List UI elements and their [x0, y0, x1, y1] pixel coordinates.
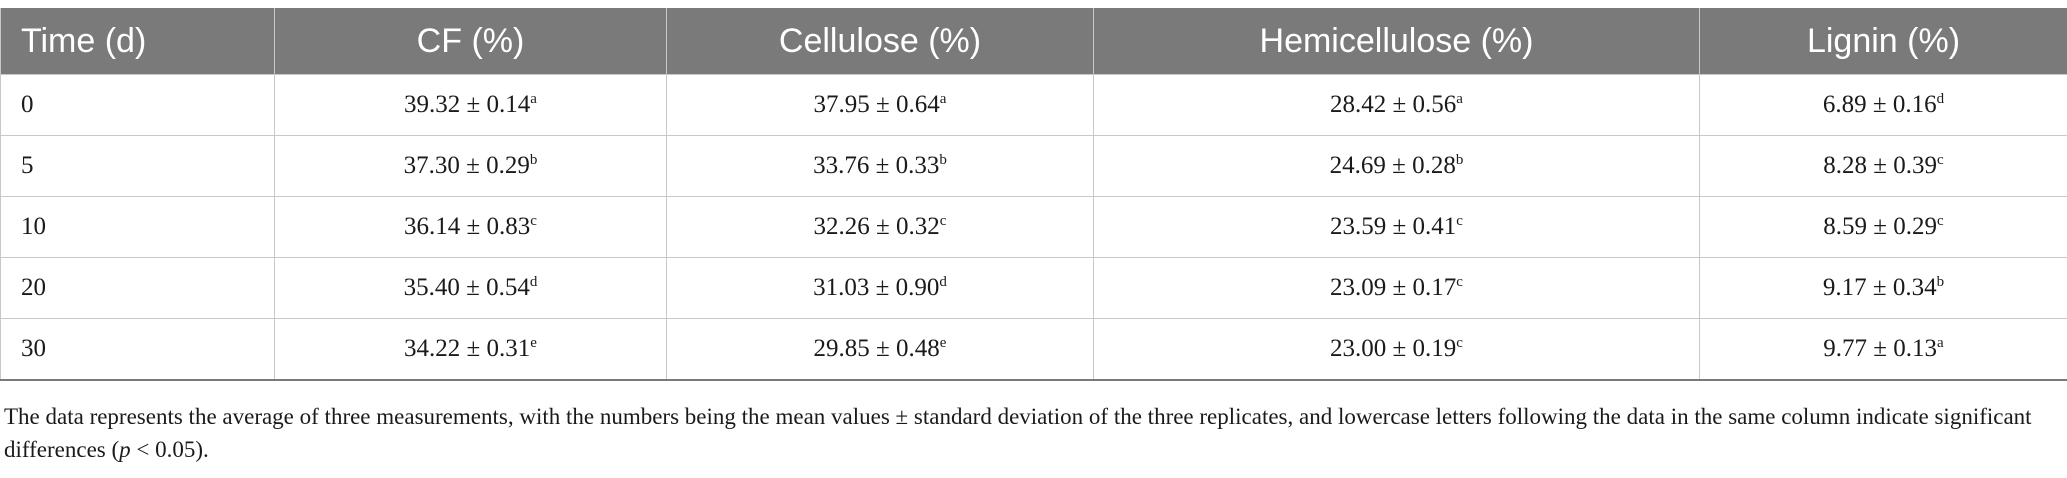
cell-value: 9.17 ± 0.34: [1822, 274, 1937, 301]
lignin-cell: 8.28 ± 0.39c: [1699, 135, 2067, 197]
significance-letter: b: [1455, 152, 1464, 168]
table-row: 5 37.30 ± 0.29b 33.76 ± 0.33b 24.69 ± 0.…: [0, 135, 2067, 197]
time-cell: 5: [0, 135, 275, 197]
footnote-text-end: < 0.05).: [130, 437, 209, 462]
cell-value: 33.76 ± 0.33: [813, 152, 940, 179]
header-time: Time (d): [0, 8, 275, 75]
cell-value: 36.14 ± 0.83: [404, 213, 531, 240]
footnote-p-symbol: p: [119, 437, 131, 462]
cf-cell: 39.32 ± 0.14a: [274, 74, 667, 136]
header-hemicellulose: Hemicellulose (%): [1093, 8, 1700, 75]
table-footnote: The data represents the average of three…: [4, 400, 2054, 466]
time-cell: 30: [0, 318, 275, 381]
significance-letter: d: [1936, 91, 1945, 107]
significance-letter: b: [1936, 274, 1945, 290]
cell-value: 8.59 ± 0.29: [1823, 213, 1938, 240]
hemicellulose-cell: 28.42 ± 0.56a: [1093, 74, 1700, 136]
lignin-cell: 9.17 ± 0.34b: [1699, 257, 2067, 319]
significance-letter: c: [1937, 152, 1944, 168]
table-row: 20 35.40 ± 0.54d 31.03 ± 0.90d 23.09 ± 0…: [0, 257, 2067, 319]
significance-letter: d: [939, 274, 947, 290]
cell-value: 23.59 ± 0.41: [1330, 213, 1457, 240]
cell-value: 31.03 ± 0.90: [813, 274, 940, 301]
cellulose-cell: 32.26 ± 0.32c: [666, 196, 1094, 258]
footnote-text: The data represents the average of three…: [4, 404, 2032, 462]
cell-value: 24.69 ± 0.28: [1329, 152, 1456, 179]
significance-letter: c: [939, 213, 947, 229]
significance-letter: a: [1937, 335, 1944, 351]
significance-letter: c: [1456, 213, 1463, 229]
cf-cell: 37.30 ± 0.29b: [274, 135, 667, 197]
significance-letter: e: [939, 335, 947, 351]
significance-letter: b: [529, 152, 538, 168]
header-row: Time (d) CF (%) Cellulose (%) Hemicellul…: [0, 8, 2067, 75]
cellulose-cell: 37.95 ± 0.64a: [666, 74, 1094, 136]
header-lignin: Lignin (%): [1699, 8, 2067, 75]
cf-cell: 36.14 ± 0.83c: [274, 196, 667, 258]
cell-value: 28.42 ± 0.56: [1330, 91, 1457, 118]
hemicellulose-cell: 23.00 ± 0.19c: [1093, 318, 1700, 381]
significance-letter: c: [1456, 274, 1463, 290]
table-row: 10 36.14 ± 0.83c 32.26 ± 0.32c 23.59 ± 0…: [0, 196, 2067, 258]
significance-letter: c: [1937, 213, 1944, 229]
cell-value: 34.22 ± 0.31: [404, 335, 531, 362]
header-cellulose: Cellulose (%): [666, 8, 1094, 75]
cell-value: 6.89 ± 0.16: [1822, 91, 1937, 118]
significance-letter: c: [1456, 335, 1463, 351]
cell-value: 35.40 ± 0.54: [403, 274, 530, 301]
significance-letter: e: [530, 335, 537, 351]
cell-value: 32.26 ± 0.32: [813, 213, 940, 240]
cell-value: 37.30 ± 0.29: [403, 152, 530, 179]
hemicellulose-cell: 24.69 ± 0.28b: [1093, 135, 1700, 197]
cf-cell: 34.22 ± 0.31e: [274, 318, 667, 381]
cell-value: 39.32 ± 0.14: [404, 91, 531, 118]
hemicellulose-cell: 23.09 ± 0.17c: [1093, 257, 1700, 319]
significance-letter: c: [530, 213, 537, 229]
cell-value: 23.00 ± 0.19: [1330, 335, 1457, 362]
table-row: 30 34.22 ± 0.31e 29.85 ± 0.48e 23.00 ± 0…: [0, 318, 2067, 381]
cell-value: 29.85 ± 0.48: [813, 335, 940, 362]
time-cell: 0: [0, 74, 275, 136]
cell-value: 23.09 ± 0.17: [1330, 274, 1457, 301]
time-cell: 20: [0, 257, 275, 319]
lignin-cell: 9.77 ± 0.13a: [1699, 318, 2067, 381]
significance-letter: b: [939, 152, 947, 168]
lignin-cell: 6.89 ± 0.16d: [1699, 74, 2067, 136]
cellulose-cell: 29.85 ± 0.48e: [666, 318, 1094, 381]
cellulose-cell: 33.76 ± 0.33b: [666, 135, 1094, 197]
table-row: 0 39.32 ± 0.14a 37.95 ± 0.64a 28.42 ± 0.…: [0, 74, 2067, 136]
hemicellulose-cell: 23.59 ± 0.41c: [1093, 196, 1700, 258]
significance-letter: a: [1456, 91, 1463, 107]
data-table: Time (d) CF (%) Cellulose (%) Hemicellul…: [0, 8, 2067, 381]
significance-letter: a: [530, 91, 537, 107]
lignin-cell: 8.59 ± 0.29c: [1699, 196, 2067, 258]
cellulose-cell: 31.03 ± 0.90d: [666, 257, 1094, 319]
cell-value: 9.77 ± 0.13: [1823, 335, 1938, 362]
time-cell: 10: [0, 196, 275, 258]
cell-value: 37.95 ± 0.64: [813, 91, 940, 118]
cell-value: 8.28 ± 0.39: [1823, 152, 1938, 179]
header-cf: CF (%): [274, 8, 667, 75]
significance-letter: d: [529, 274, 538, 290]
significance-letter: a: [939, 91, 947, 107]
data-table-container: Time (d) CF (%) Cellulose (%) Hemicellul…: [0, 8, 2067, 381]
cf-cell: 35.40 ± 0.54d: [274, 257, 667, 319]
